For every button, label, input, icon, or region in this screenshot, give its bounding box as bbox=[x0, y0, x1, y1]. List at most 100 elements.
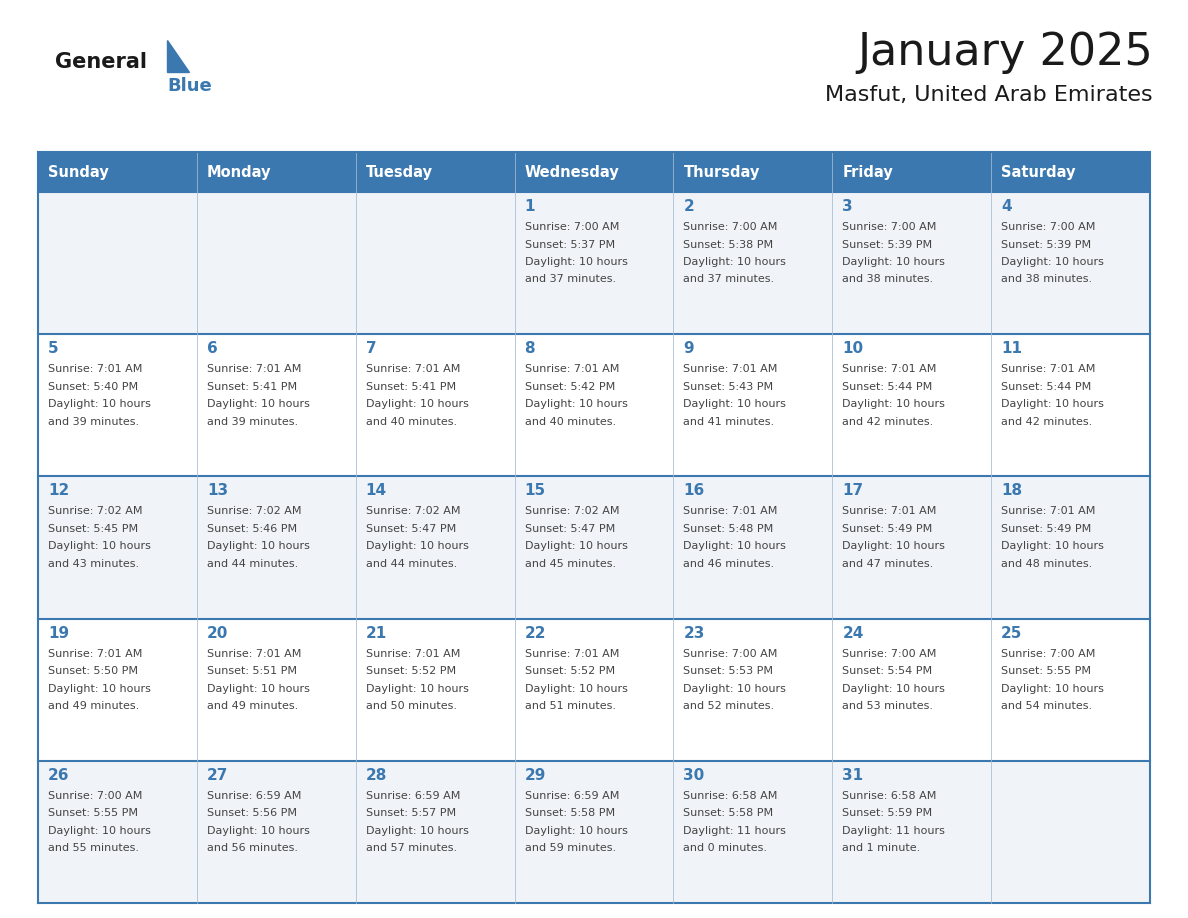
Text: 25: 25 bbox=[1001, 625, 1023, 641]
Bar bbox=[991, 334, 1150, 476]
Text: 12: 12 bbox=[48, 484, 69, 498]
Text: Sunrise: 7:00 AM: Sunrise: 7:00 AM bbox=[842, 222, 936, 232]
Text: Sunrise: 7:01 AM: Sunrise: 7:01 AM bbox=[1001, 507, 1095, 517]
Text: and 41 minutes.: and 41 minutes. bbox=[683, 417, 775, 427]
Bar bbox=[514, 761, 674, 903]
Text: Sunset: 5:49 PM: Sunset: 5:49 PM bbox=[842, 524, 933, 534]
Text: and 42 minutes.: and 42 minutes. bbox=[1001, 417, 1093, 427]
Bar bbox=[991, 761, 1150, 903]
Text: Sunset: 5:52 PM: Sunset: 5:52 PM bbox=[366, 666, 456, 676]
Text: Sunrise: 7:01 AM: Sunrise: 7:01 AM bbox=[207, 364, 302, 375]
Text: Sunset: 5:58 PM: Sunset: 5:58 PM bbox=[525, 809, 614, 818]
Text: Thursday: Thursday bbox=[683, 164, 760, 180]
Text: 7: 7 bbox=[366, 341, 377, 356]
Text: General: General bbox=[55, 52, 147, 72]
Text: Daylight: 10 hours: Daylight: 10 hours bbox=[1001, 257, 1104, 267]
Text: Sunrise: 7:00 AM: Sunrise: 7:00 AM bbox=[683, 222, 778, 232]
Bar bbox=[355, 192, 514, 334]
Bar bbox=[674, 192, 833, 334]
Bar bbox=[674, 152, 833, 192]
Text: Sunrise: 7:00 AM: Sunrise: 7:00 AM bbox=[683, 649, 778, 658]
Text: Daylight: 10 hours: Daylight: 10 hours bbox=[525, 257, 627, 267]
Bar bbox=[674, 619, 833, 761]
Text: 13: 13 bbox=[207, 484, 228, 498]
Text: Sunset: 5:57 PM: Sunset: 5:57 PM bbox=[366, 809, 456, 818]
Bar bbox=[674, 476, 833, 619]
Text: Daylight: 11 hours: Daylight: 11 hours bbox=[842, 826, 946, 835]
Text: Sunrise: 7:00 AM: Sunrise: 7:00 AM bbox=[842, 649, 936, 658]
Text: Daylight: 10 hours: Daylight: 10 hours bbox=[683, 399, 786, 409]
Text: Sunset: 5:39 PM: Sunset: 5:39 PM bbox=[1001, 240, 1092, 250]
Bar bbox=[514, 152, 674, 192]
Bar bbox=[38, 334, 197, 476]
Text: Saturday: Saturday bbox=[1001, 164, 1075, 180]
Bar bbox=[197, 152, 355, 192]
Text: Sunset: 5:56 PM: Sunset: 5:56 PM bbox=[207, 809, 297, 818]
Text: Sunrise: 7:00 AM: Sunrise: 7:00 AM bbox=[525, 222, 619, 232]
Text: Sunset: 5:44 PM: Sunset: 5:44 PM bbox=[842, 382, 933, 392]
Text: and 43 minutes.: and 43 minutes. bbox=[48, 559, 139, 569]
Bar bbox=[833, 476, 991, 619]
Text: 8: 8 bbox=[525, 341, 536, 356]
Text: 5: 5 bbox=[48, 341, 58, 356]
Text: Monday: Monday bbox=[207, 164, 271, 180]
Bar bbox=[38, 476, 197, 619]
Text: 28: 28 bbox=[366, 767, 387, 783]
Text: Masfut, United Arab Emirates: Masfut, United Arab Emirates bbox=[826, 85, 1154, 105]
Text: Sunset: 5:38 PM: Sunset: 5:38 PM bbox=[683, 240, 773, 250]
Text: Sunrise: 7:00 AM: Sunrise: 7:00 AM bbox=[48, 790, 143, 800]
Text: and 50 minutes.: and 50 minutes. bbox=[366, 701, 456, 711]
Bar bbox=[514, 619, 674, 761]
Text: Daylight: 10 hours: Daylight: 10 hours bbox=[207, 826, 310, 835]
Text: and 53 minutes.: and 53 minutes. bbox=[842, 701, 934, 711]
Text: Sunrise: 6:59 AM: Sunrise: 6:59 AM bbox=[366, 790, 460, 800]
Text: 6: 6 bbox=[207, 341, 217, 356]
Bar bbox=[355, 334, 514, 476]
Text: Sunset: 5:52 PM: Sunset: 5:52 PM bbox=[525, 666, 614, 676]
Text: Sunset: 5:37 PM: Sunset: 5:37 PM bbox=[525, 240, 614, 250]
Text: and 59 minutes.: and 59 minutes. bbox=[525, 844, 615, 854]
Bar bbox=[355, 152, 514, 192]
Text: Sunset: 5:51 PM: Sunset: 5:51 PM bbox=[207, 666, 297, 676]
Text: Daylight: 10 hours: Daylight: 10 hours bbox=[366, 542, 468, 552]
Text: Sunset: 5:55 PM: Sunset: 5:55 PM bbox=[48, 809, 138, 818]
Text: 31: 31 bbox=[842, 767, 864, 783]
Text: 23: 23 bbox=[683, 625, 704, 641]
Text: Sunrise: 7:01 AM: Sunrise: 7:01 AM bbox=[207, 649, 302, 658]
Text: Sunset: 5:50 PM: Sunset: 5:50 PM bbox=[48, 666, 138, 676]
Text: Daylight: 10 hours: Daylight: 10 hours bbox=[525, 399, 627, 409]
Bar bbox=[514, 334, 674, 476]
Text: Wednesday: Wednesday bbox=[525, 164, 619, 180]
Text: 14: 14 bbox=[366, 484, 387, 498]
Text: 16: 16 bbox=[683, 484, 704, 498]
Text: Sunset: 5:47 PM: Sunset: 5:47 PM bbox=[366, 524, 456, 534]
Text: Blue: Blue bbox=[168, 77, 211, 95]
Bar bbox=[197, 619, 355, 761]
Text: Sunset: 5:46 PM: Sunset: 5:46 PM bbox=[207, 524, 297, 534]
Text: and 55 minutes.: and 55 minutes. bbox=[48, 844, 139, 854]
Text: Sunset: 5:59 PM: Sunset: 5:59 PM bbox=[842, 809, 933, 818]
Text: Sunrise: 7:02 AM: Sunrise: 7:02 AM bbox=[48, 507, 143, 517]
Text: Sunset: 5:48 PM: Sunset: 5:48 PM bbox=[683, 524, 773, 534]
Text: January 2025: January 2025 bbox=[858, 30, 1154, 73]
Text: and 44 minutes.: and 44 minutes. bbox=[366, 559, 457, 569]
Text: Sunset: 5:55 PM: Sunset: 5:55 PM bbox=[1001, 666, 1091, 676]
Text: Sunrise: 7:02 AM: Sunrise: 7:02 AM bbox=[366, 507, 460, 517]
Text: Daylight: 10 hours: Daylight: 10 hours bbox=[1001, 684, 1104, 694]
Text: Sunset: 5:45 PM: Sunset: 5:45 PM bbox=[48, 524, 138, 534]
Text: Sunrise: 7:01 AM: Sunrise: 7:01 AM bbox=[366, 364, 460, 375]
Text: Daylight: 10 hours: Daylight: 10 hours bbox=[525, 684, 627, 694]
Text: Sunrise: 7:01 AM: Sunrise: 7:01 AM bbox=[842, 507, 936, 517]
Text: and 39 minutes.: and 39 minutes. bbox=[48, 417, 139, 427]
Text: and 38 minutes.: and 38 minutes. bbox=[1001, 274, 1092, 285]
Text: Sunrise: 7:00 AM: Sunrise: 7:00 AM bbox=[1001, 222, 1095, 232]
Text: Daylight: 10 hours: Daylight: 10 hours bbox=[842, 257, 946, 267]
Bar bbox=[833, 761, 991, 903]
Text: Sunrise: 7:01 AM: Sunrise: 7:01 AM bbox=[48, 649, 143, 658]
Bar bbox=[514, 192, 674, 334]
Bar bbox=[833, 152, 991, 192]
Text: Sunset: 5:53 PM: Sunset: 5:53 PM bbox=[683, 666, 773, 676]
Text: Daylight: 10 hours: Daylight: 10 hours bbox=[525, 542, 627, 552]
Text: 10: 10 bbox=[842, 341, 864, 356]
Text: Sunset: 5:58 PM: Sunset: 5:58 PM bbox=[683, 809, 773, 818]
